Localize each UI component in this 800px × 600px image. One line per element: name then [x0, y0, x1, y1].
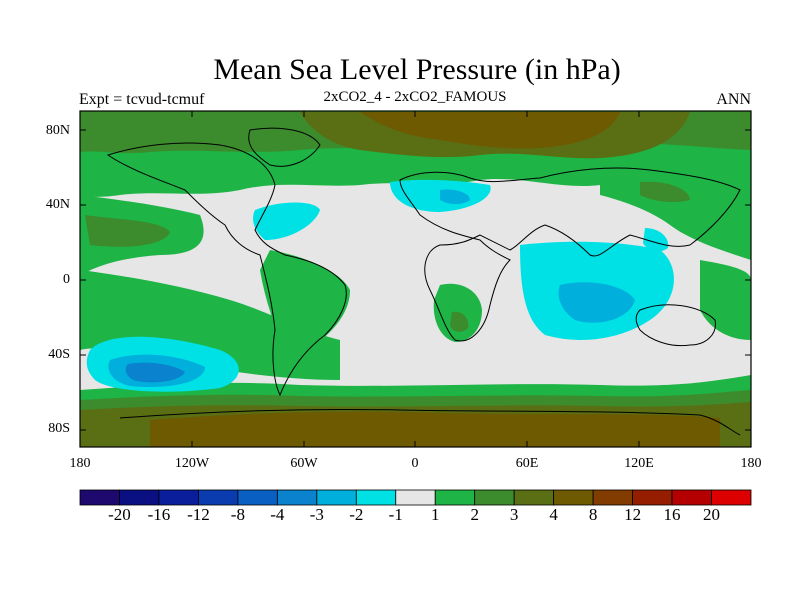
colorbar-label: -4 [270, 505, 285, 524]
colorbar-swatch [395, 489, 436, 506]
colorbar-swatch [316, 489, 357, 506]
colorbar-label: 12 [624, 505, 642, 524]
axis-ticks [79, 111, 752, 447]
colorbar-label: -3 [309, 505, 324, 524]
colorbar-label: 4 [549, 505, 558, 524]
coastlines [106, 127, 741, 436]
australia-coast [635, 304, 716, 347]
colorbar-swatch [632, 489, 673, 506]
lat-tick-label: 40N [45, 197, 70, 212]
colorbar-swatch [474, 489, 515, 506]
lon-tick-label: 180 [69, 456, 91, 471]
arctic-brown-region [360, 112, 620, 149]
map-title: Mean Sea Level Pressure (in hPa) [213, 53, 621, 86]
colorbar-label: 16 [663, 505, 681, 524]
colorbar-label: 1 [430, 505, 440, 524]
colorbar-swatch [158, 489, 199, 506]
colorbar-swatch [119, 489, 160, 506]
pressure-field [80, 111, 751, 447]
colorbar-label: 20 [703, 505, 721, 524]
colorbar-swatch [79, 489, 120, 506]
season-label: ANN [716, 91, 751, 108]
colorbar-label: 3 [509, 505, 519, 524]
epac-green-region [700, 260, 751, 340]
natl-cyan-region [253, 202, 320, 240]
lon-tick-label: 60W [290, 456, 318, 471]
colorbar-swatch [237, 489, 278, 506]
indian-lblue-region [558, 282, 635, 323]
europe-lblue-region [440, 189, 470, 205]
npac-dgreen-region [85, 215, 170, 247]
colorbar-label: 2 [470, 505, 479, 524]
experiment-label: Expt = tcvud-tcmuf [79, 91, 205, 108]
spac-mblue-region [125, 362, 185, 383]
colorbar-label: -1 [388, 505, 403, 524]
colorbar-label: -16 [147, 505, 171, 524]
wpac-cyan-region [643, 228, 669, 252]
nwpac-green-region [600, 178, 751, 260]
lon-tick-label: 120E [624, 456, 654, 471]
colorbar-swatch [671, 489, 712, 506]
colorbar-label: -20 [108, 505, 131, 524]
greenland-coast [248, 127, 321, 167]
lat-tick-label: 80N [45, 123, 70, 138]
colorbar-swatch [276, 489, 318, 506]
lat-tick-label: 80S [48, 421, 70, 436]
colorbar [79, 489, 752, 506]
lon-tick-label: 60E [515, 456, 539, 471]
africa-dgreen-region [450, 311, 469, 332]
lon-tick-label: 120W [174, 456, 210, 471]
americas-coast [106, 142, 347, 397]
colorbar-swatch [711, 489, 752, 506]
eurasia-africa-coast [399, 167, 741, 342]
antarctic-brown-region [150, 411, 720, 447]
lat-tick-label: 0 [63, 272, 70, 287]
colorbar-label: -8 [230, 505, 245, 524]
lon-tick-label: 0 [411, 456, 419, 471]
colorbar-label: 8 [588, 505, 598, 524]
colorbar-label: -2 [349, 505, 364, 524]
colorbar-swatch [513, 489, 555, 506]
colorbar-label: -12 [187, 505, 210, 524]
antarctica-coast [119, 408, 741, 436]
colorbar-swatch [198, 489, 239, 506]
colorbar-swatch [355, 489, 397, 506]
nwpac-dgreen-region [640, 181, 690, 203]
colorbar-swatch [553, 489, 594, 506]
colorbar-swatch [592, 489, 633, 506]
lat-tick-label: 40S [48, 347, 70, 362]
subtitle-label: 2xCO2_4 - 2xCO2_FAMOUS [323, 89, 507, 105]
lon-tick-label: 180 [740, 456, 762, 471]
colorbar-swatch [434, 489, 476, 506]
